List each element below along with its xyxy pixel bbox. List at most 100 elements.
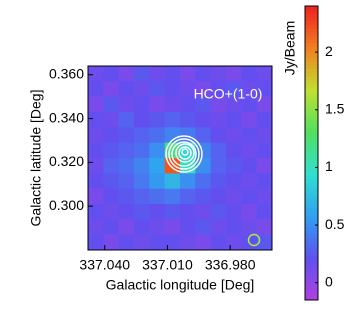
heat-cell xyxy=(149,188,166,205)
heat-cell xyxy=(210,81,227,98)
heat-cell xyxy=(195,81,212,98)
heat-cell xyxy=(195,142,212,159)
heat-cell xyxy=(195,112,212,128)
heat-cell xyxy=(103,234,120,251)
y-axis-label: Galactic latitude [Deg] xyxy=(28,90,44,227)
heat-cell xyxy=(210,112,227,128)
heat-cell xyxy=(134,204,150,220)
contour xyxy=(175,143,195,163)
heat-cell xyxy=(226,112,242,128)
heat-cell xyxy=(180,219,196,236)
heat-cell xyxy=(256,173,273,190)
heat-cell xyxy=(195,173,212,190)
heat-cell xyxy=(241,142,258,159)
heat-cell xyxy=(118,66,135,82)
heat-cell xyxy=(226,173,242,190)
heat-cell xyxy=(164,219,181,236)
colorbar-strip xyxy=(305,208,318,213)
frame xyxy=(87,65,273,251)
colorbar-strip xyxy=(305,119,318,125)
heat-cell xyxy=(241,81,258,98)
heat-cell xyxy=(149,127,166,144)
beam xyxy=(247,233,261,247)
heat-cell xyxy=(256,204,273,220)
heat-cell xyxy=(164,127,181,144)
contours xyxy=(165,135,203,173)
heat-cell xyxy=(241,112,258,128)
heat-cell xyxy=(103,188,120,205)
colorbar-strip xyxy=(305,255,318,261)
colorbar-strip xyxy=(305,197,318,202)
heat-cell xyxy=(103,112,120,128)
heat-cell xyxy=(241,173,258,190)
colorbar-strip xyxy=(305,13,318,18)
colorbar-strip xyxy=(305,123,318,128)
colorbar-strip xyxy=(305,17,318,22)
heat-cell xyxy=(88,81,104,98)
x-tick-label: 337.040 xyxy=(79,257,130,273)
colorbar-strip xyxy=(305,178,318,183)
heat-cell xyxy=(149,219,166,236)
heat-cell xyxy=(88,66,104,82)
colorbar-strip xyxy=(305,182,318,187)
heat-cell xyxy=(164,66,181,82)
colorbar-strip xyxy=(305,241,318,246)
heat-cell xyxy=(88,96,104,113)
colorbar-strip xyxy=(305,130,318,136)
heat-cell xyxy=(88,112,104,128)
colorbar-strip xyxy=(305,171,318,176)
heat-cell xyxy=(103,219,120,236)
heat-cell xyxy=(164,112,181,128)
heat-cell xyxy=(134,66,150,82)
heat-cell xyxy=(134,158,150,174)
heat-cell xyxy=(210,96,227,113)
heat-cell xyxy=(134,173,150,190)
heat-cell xyxy=(210,158,227,174)
colorbar-strip xyxy=(305,285,318,290)
heat-cell xyxy=(195,188,212,205)
heat-cell xyxy=(149,66,166,82)
colorbar-strip xyxy=(305,105,318,110)
heat-cell xyxy=(103,127,120,144)
heat-cell xyxy=(180,66,196,82)
colorbar-strip xyxy=(305,189,318,194)
heat-cell xyxy=(210,127,227,144)
contour xyxy=(178,146,192,160)
colorbar-strip xyxy=(305,28,318,33)
colorbar-strip xyxy=(305,53,318,58)
contour xyxy=(171,141,197,167)
heat-cell xyxy=(164,173,181,190)
heat-cell xyxy=(210,142,227,159)
heat-cell xyxy=(149,234,166,251)
heat-cell xyxy=(180,96,196,113)
heat-cell xyxy=(103,173,120,190)
colorbar-tick-label: 0.5 xyxy=(325,216,345,232)
colorbar-strip xyxy=(305,6,318,11)
colorbar-strip xyxy=(305,35,318,40)
annotation: HCO+(1-0) xyxy=(194,86,263,102)
heat-cell xyxy=(134,234,150,251)
heat-cell xyxy=(118,234,135,251)
colorbar-tick-label: 2 xyxy=(325,43,333,59)
colorbar-strip xyxy=(305,46,318,51)
colorbar-strip xyxy=(305,160,318,165)
colorbar-strip xyxy=(305,215,318,220)
heat-cell xyxy=(149,81,166,98)
heat-cell xyxy=(103,66,120,82)
heat-cell xyxy=(134,127,150,144)
heat-cell xyxy=(195,66,212,82)
heat-cell xyxy=(118,158,135,174)
heat-cell xyxy=(88,127,104,144)
heat-cell xyxy=(118,142,135,159)
heat-cell xyxy=(149,112,166,128)
heat-cell xyxy=(256,127,273,144)
colorbar-strip xyxy=(305,97,318,103)
colorbar-strip xyxy=(305,288,318,294)
heat-cell xyxy=(256,66,273,82)
heat-cell xyxy=(226,142,242,159)
heat-cell xyxy=(241,96,258,113)
heat-cell xyxy=(134,188,150,205)
colorbar-strip xyxy=(305,68,318,73)
colorbar-strip xyxy=(305,263,318,268)
